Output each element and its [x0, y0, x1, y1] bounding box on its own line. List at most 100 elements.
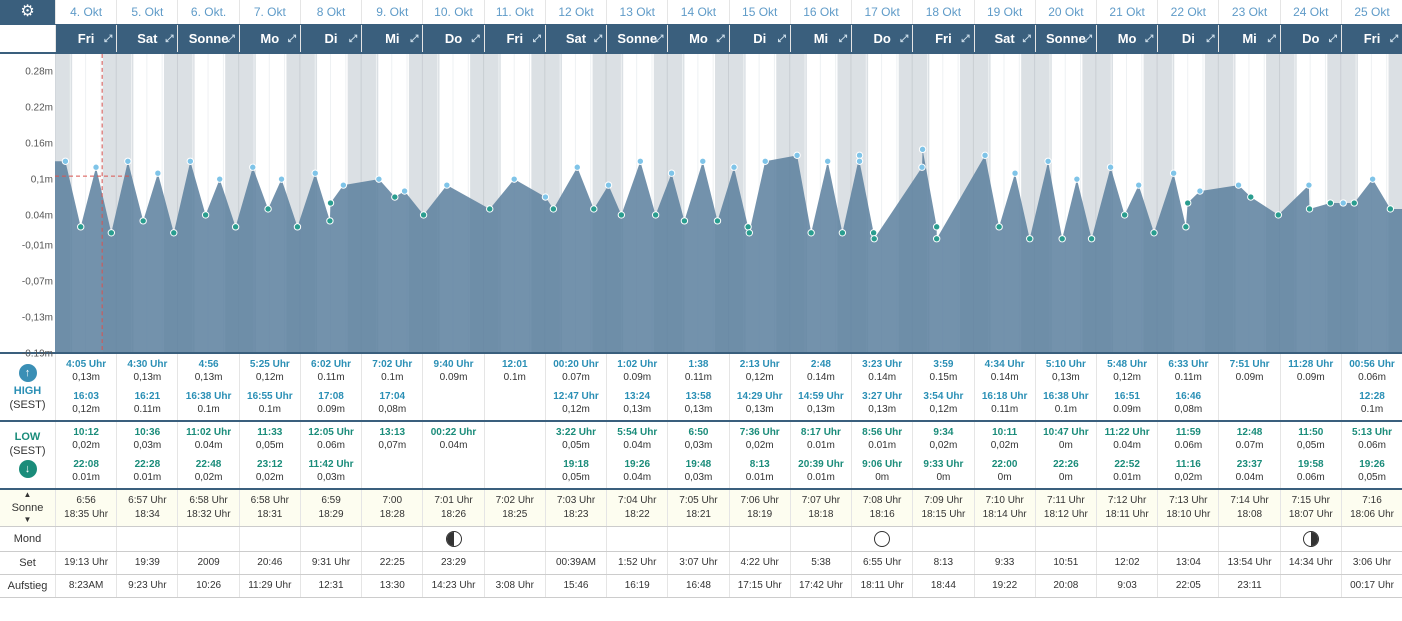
- date-cell[interactable]: 6. Okt.: [177, 0, 238, 24]
- date-cell[interactable]: 13 Okt: [606, 0, 667, 24]
- expand-icon[interactable]: ⤢: [1084, 33, 1092, 44]
- moon-cell: [974, 527, 1035, 551]
- date-cell[interactable]: 8 Okt: [300, 0, 361, 24]
- dayname-cell[interactable]: Fri⤢: [1341, 25, 1402, 52]
- date-cell[interactable]: 4. Okt: [55, 0, 116, 24]
- dayname-cell[interactable]: Mi⤢: [790, 25, 851, 52]
- set-text: Set: [19, 556, 36, 570]
- high-text: HIGH: [14, 384, 42, 398]
- date-cell[interactable]: 9. Okt: [361, 0, 422, 24]
- expand-icon[interactable]: ⤢: [533, 33, 541, 44]
- date-cell[interactable]: 11. Okt: [484, 0, 545, 24]
- high-cell: 1:380.11m13:580,13m: [667, 354, 728, 420]
- expand-icon[interactable]: ⤢: [1023, 33, 1031, 44]
- gear-cell: ⚙: [0, 0, 55, 24]
- expand-icon[interactable]: ⤢: [104, 33, 112, 44]
- dates-row: ⚙ 4. Okt5. Okt6. Okt.7. Okt8 Okt9. Okt10…: [0, 0, 1402, 25]
- moonrise-cell: 9:03: [1096, 575, 1157, 597]
- moon-cell: [1157, 527, 1218, 551]
- moon-cell: [422, 527, 483, 551]
- dayname-cell[interactable]: Sonne⤢: [1035, 25, 1096, 52]
- low-cell: 11:22 Uhr0.04m22:520.01m: [1096, 422, 1157, 488]
- date-cell[interactable]: 16 Okt: [790, 0, 851, 24]
- moonrise-cell: 23:11: [1218, 575, 1279, 597]
- expand-icon[interactable]: ⤢: [717, 33, 725, 44]
- date-cell[interactable]: 12 Okt: [545, 0, 606, 24]
- daynames-row: Fri⤢Sat⤢Sonne⤢Mo⤢Di⤢Mi⤢Do⤢Fri⤢Sat⤢Sonne⤢…: [0, 25, 1402, 54]
- dayname-cell[interactable]: Di⤢: [300, 25, 361, 52]
- date-cell[interactable]: 17 Okt: [851, 0, 912, 24]
- up-arrow-icon: ↑: [19, 364, 37, 382]
- dayname-cell[interactable]: Fri⤢: [484, 25, 545, 52]
- expand-icon[interactable]: ⤢: [1145, 33, 1153, 44]
- date-cell[interactable]: 23 Okt: [1218, 0, 1279, 24]
- date-cell[interactable]: 15 Okt: [729, 0, 790, 24]
- expand-icon[interactable]: ⤢: [410, 33, 418, 44]
- moonset-cell: 22:25: [361, 552, 422, 574]
- expand-icon[interactable]: ⤢: [288, 33, 296, 44]
- low-cell: 11:500,05m19:580.06m: [1280, 422, 1341, 488]
- expand-icon[interactable]: ⤢: [778, 33, 786, 44]
- moonset-cell: 20:46: [239, 552, 300, 574]
- moonrise-cell: 12:31: [300, 575, 361, 597]
- dayname-cell[interactable]: Mi⤢: [361, 25, 422, 52]
- sest-text: (SEST): [9, 398, 45, 412]
- y-tick-label: -0.19m: [22, 348, 53, 361]
- dayname-cell[interactable]: Do⤢: [422, 25, 483, 52]
- dayname-cell[interactable]: Di⤢: [729, 25, 790, 52]
- expand-icon[interactable]: ⤢: [594, 33, 602, 44]
- moonset-cell: 12:02: [1096, 552, 1157, 574]
- dayname-cell[interactable]: Mo⤢: [1096, 25, 1157, 52]
- dayname-cell[interactable]: Mo⤢: [239, 25, 300, 52]
- expand-icon[interactable]: ⤢: [1329, 33, 1337, 44]
- date-cell[interactable]: 10. Okt: [422, 0, 483, 24]
- tide-chart-row: 0.28m0.22m0.16m0,1m0.04m-0,01m-0,07m-0,1…: [0, 54, 1402, 354]
- expand-icon[interactable]: ⤢: [1268, 33, 1276, 44]
- sun-cell: 7:14 Uhr18:08: [1218, 490, 1279, 526]
- date-cell[interactable]: 7. Okt: [239, 0, 300, 24]
- expand-icon[interactable]: ⤢: [962, 33, 970, 44]
- date-cell[interactable]: 21 Okt: [1096, 0, 1157, 24]
- expand-icon[interactable]: ⤢: [900, 33, 908, 44]
- high-cell: 12:010.1m: [484, 354, 545, 420]
- moonrise-cell: 18:44: [912, 575, 973, 597]
- dayname-cell[interactable]: Fri⤢: [912, 25, 973, 52]
- expand-icon[interactable]: ⤢: [839, 33, 847, 44]
- dayname-cell[interactable]: Sonne⤢: [606, 25, 667, 52]
- moonrise-cell: 16:48: [667, 575, 728, 597]
- dayname-cell[interactable]: Do⤢: [1280, 25, 1341, 52]
- moon-cell: [851, 527, 912, 551]
- date-cell[interactable]: 19 Okt: [974, 0, 1035, 24]
- date-cell[interactable]: 22 Okt: [1157, 0, 1218, 24]
- expand-icon[interactable]: ⤢: [1206, 33, 1214, 44]
- date-cell[interactable]: 14 Okt: [667, 0, 728, 24]
- dayname-cell[interactable]: Sat⤢: [116, 25, 177, 52]
- dayname-cell[interactable]: Di⤢: [1157, 25, 1218, 52]
- dayname-cell[interactable]: Do⤢: [851, 25, 912, 52]
- expand-icon[interactable]: ⤢: [165, 33, 173, 44]
- expand-icon[interactable]: ⤢: [349, 33, 357, 44]
- moonset-cell: 23:29: [422, 552, 483, 574]
- expand-icon[interactable]: ⤢: [655, 33, 663, 44]
- dayname-cell[interactable]: Fri⤢: [55, 25, 116, 52]
- expand-icon[interactable]: ⤢: [227, 33, 235, 44]
- date-cell[interactable]: 20 Okt: [1035, 0, 1096, 24]
- dayname-cell[interactable]: Sat⤢: [545, 25, 606, 52]
- dayname-cell[interactable]: Mo⤢: [667, 25, 728, 52]
- sonne-text: Sonne: [12, 501, 44, 515]
- tri-up-icon: ▲: [24, 490, 32, 500]
- tri-down-icon: ▼: [24, 515, 32, 525]
- moonrise-row: Aufstieg 8:23AM9:23 Uhr10:2611:29 Uhr12:…: [0, 575, 1402, 598]
- dayname-cell[interactable]: Sat⤢: [974, 25, 1035, 52]
- moonrise-cell: 8:23AM: [55, 575, 116, 597]
- dayname-cell[interactable]: Mi⤢: [1218, 25, 1279, 52]
- date-cell[interactable]: 24 Okt: [1280, 0, 1341, 24]
- date-cell[interactable]: 5. Okt: [116, 0, 177, 24]
- expand-icon[interactable]: ⤢: [472, 33, 480, 44]
- expand-icon[interactable]: ⤢: [1390, 33, 1398, 44]
- low-label: LOW (SEST) ↓: [0, 422, 55, 488]
- date-cell[interactable]: 25 Okt: [1341, 0, 1402, 24]
- dayname-cell[interactable]: Sonne⤢: [177, 25, 238, 52]
- date-cell[interactable]: 18 Okt: [912, 0, 973, 24]
- gear-icon[interactable]: ⚙: [0, 0, 55, 24]
